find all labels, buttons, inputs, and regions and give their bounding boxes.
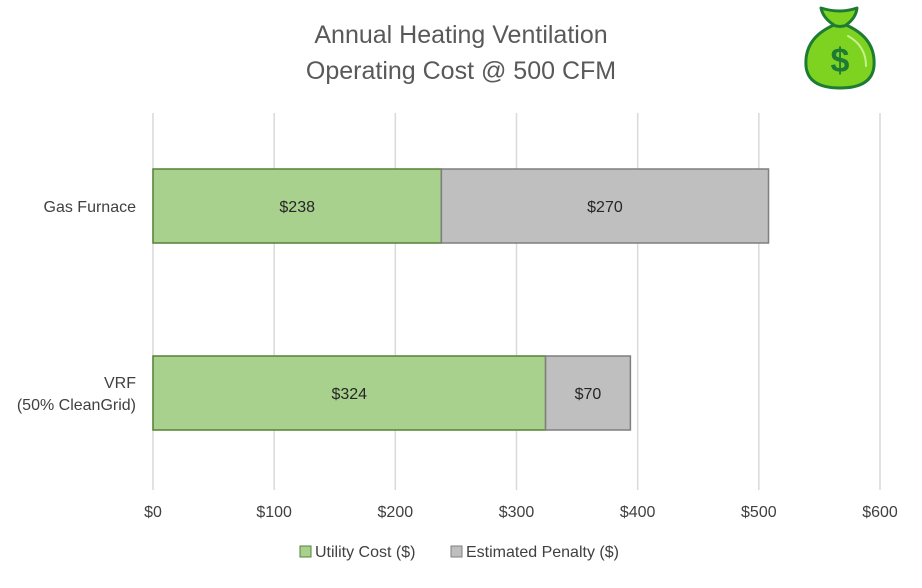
legend: Utility Cost ($) Estimated Penalty ($) — [299, 544, 619, 561]
category-label: (50% CleanGrid) — [17, 397, 136, 414]
x-tick-label: $300 — [499, 504, 535, 521]
x-tick-label: $100 — [256, 504, 292, 521]
x-axis-tick-labels: $0 $100 $200 $300 $400 $500 $600 — [144, 504, 898, 521]
chart-title: Annual Heating Ventilation Operating Cost… — [306, 21, 616, 85]
data-label: $238 — [279, 199, 315, 216]
bar-segment — [152, 168, 443, 244]
money-bag-icon: $ — [804, 6, 876, 90]
category-label: Gas Furnace — [44, 199, 137, 216]
data-label: $270 — [587, 199, 623, 216]
legend-swatch — [299, 545, 312, 558]
legend-label: Estimated Penalty ($) — [466, 544, 619, 561]
x-tick-label: $400 — [620, 504, 656, 521]
legend-label: Utility Cost ($) — [315, 544, 415, 561]
bar-segment — [152, 355, 547, 431]
chart-title-line: Annual Heating Ventilation — [314, 21, 607, 49]
x-tick-label: $0 — [144, 504, 162, 521]
bar-segment — [544, 355, 632, 431]
category-labels: Gas Furnace VRF (50% CleanGrid) — [17, 199, 136, 414]
money-bag-highlight — [847, 35, 867, 67]
dollar-sign-glyph: $ — [831, 42, 850, 80]
data-label: $70 — [575, 386, 602, 403]
category-label: VRF — [104, 375, 136, 392]
bar-segment — [440, 168, 770, 244]
x-tick-label: $500 — [741, 504, 777, 521]
bars — [152, 168, 770, 431]
money-bag-tie — [831, 23, 849, 28]
chart-title-line: Operating Cost @ 500 CFM — [306, 57, 616, 85]
money-bag-body — [804, 6, 876, 90]
data-label: $324 — [331, 386, 367, 403]
x-tick-label: $200 — [378, 504, 414, 521]
x-tick-label: $600 — [862, 504, 898, 521]
legend-swatch — [450, 545, 463, 558]
data-labels: $238 $270 $324 $70 — [279, 199, 622, 403]
